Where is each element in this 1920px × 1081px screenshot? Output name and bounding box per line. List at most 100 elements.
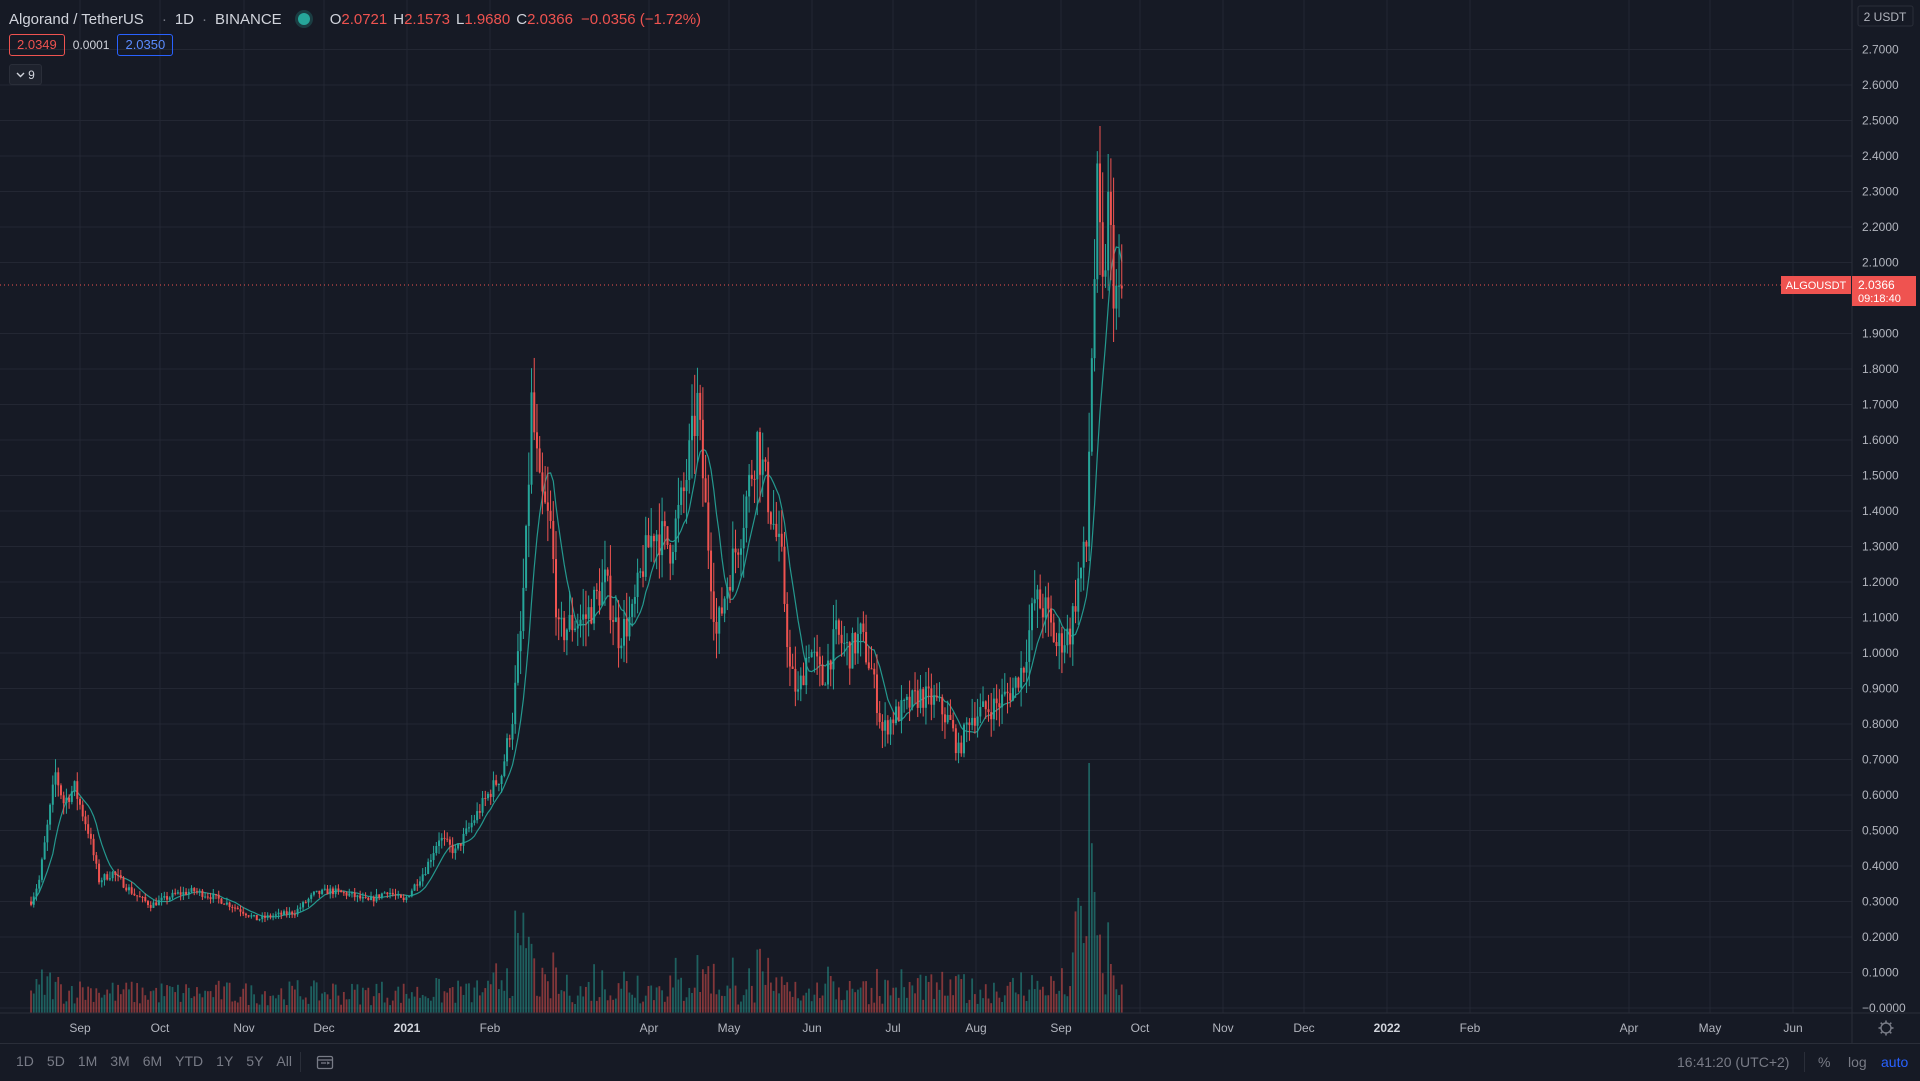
candle-body	[941, 697, 944, 715]
candle-body	[49, 804, 52, 825]
candle-body	[778, 533, 781, 537]
candle-body	[440, 837, 443, 841]
volume-bar	[797, 998, 799, 1013]
volume-bar	[827, 966, 829, 1013]
candle-body	[380, 893, 383, 898]
range-5y-button[interactable]: 5Y	[246, 1053, 264, 1069]
volume-bar	[995, 991, 998, 1013]
bid-price[interactable]: 2.0349	[9, 34, 65, 56]
candle-body	[397, 894, 400, 896]
volume-bar	[644, 995, 647, 1013]
volume-bar	[865, 981, 867, 1013]
volume-bar	[973, 994, 976, 1013]
percent-scale-toggle[interactable]: %	[1818, 1054, 1831, 1070]
auto-scale-toggle[interactable]: auto	[1881, 1054, 1909, 1070]
volume-bar	[57, 976, 60, 1013]
candle-body	[149, 905, 152, 908]
volume-bar	[236, 1002, 239, 1013]
candle-body	[326, 888, 329, 895]
range-ytd-button[interactable]: YTD	[175, 1053, 204, 1069]
volume-bar	[911, 985, 914, 1013]
candle-body	[549, 510, 552, 521]
candle-body	[84, 816, 87, 825]
candle-body	[555, 559, 557, 618]
candle-body	[70, 791, 73, 802]
candle-body	[348, 893, 351, 896]
candle-body	[144, 897, 147, 902]
range-1m-button[interactable]: 1M	[77, 1053, 98, 1069]
volume-bar	[549, 998, 552, 1013]
interval-label[interactable]: 1D	[174, 10, 194, 28]
candle-body	[100, 880, 103, 883]
volume-bar	[1047, 995, 1050, 1013]
range-5d-button[interactable]: 5D	[46, 1053, 65, 1069]
range-all-button[interactable]: All	[276, 1053, 292, 1069]
range-1d-button[interactable]: 1D	[16, 1053, 34, 1069]
candle-body	[283, 911, 285, 915]
candle-body	[1079, 567, 1082, 579]
candle-body	[236, 907, 239, 910]
volume-bar	[1022, 995, 1025, 1013]
volume-bar	[231, 1001, 234, 1013]
candle-body	[791, 666, 794, 669]
clock-label[interactable]: 16:41:20 (UTC+2)	[1677, 1054, 1790, 1070]
candle-body	[299, 907, 302, 909]
range-3m-button[interactable]: 3M	[110, 1053, 130, 1069]
volume-bar	[60, 984, 62, 1013]
candle-body	[593, 589, 596, 624]
volume-bar	[685, 997, 688, 1013]
candle-body	[1025, 661, 1028, 673]
volume-bar	[157, 1002, 160, 1013]
candle-body	[416, 884, 419, 886]
calendar-goto-icon[interactable]	[316, 1054, 334, 1070]
volume-bar	[745, 989, 748, 1013]
candle-body	[1109, 191, 1112, 225]
log-scale-toggle[interactable]: log	[1848, 1054, 1867, 1070]
volume-bar	[604, 989, 606, 1013]
range-6m-button[interactable]: 6M	[142, 1053, 163, 1069]
volume-bar	[919, 974, 922, 1013]
volume-bar	[843, 999, 846, 1013]
candle-body	[783, 546, 786, 604]
volume-bar	[576, 995, 579, 1013]
y-tick-label: 0.5000	[1862, 824, 1899, 838]
candle-body	[318, 890, 321, 894]
candle-body	[106, 874, 109, 880]
market-status-icon	[297, 13, 310, 25]
candle-body	[642, 571, 645, 577]
volume-bar	[190, 998, 193, 1013]
volume-bar	[636, 975, 639, 1013]
range-1y-button[interactable]: 1Y	[216, 1053, 234, 1069]
volume-bar	[342, 991, 345, 1013]
candle-body	[231, 906, 234, 908]
candle-body	[1107, 191, 1110, 271]
candle-body	[680, 487, 683, 505]
volume-bar	[519, 945, 522, 1013]
volume-bar	[1066, 996, 1069, 1013]
volume-bar	[413, 996, 416, 1013]
candle-body	[905, 696, 908, 701]
candle-body	[707, 502, 710, 551]
symbol-title[interactable]: Algorand / TetherUS	[9, 10, 144, 28]
price-chart[interactable]: 2 USDT 2.7000 2.6000 2.5000 2.4000 2.3000 2.20…	[0, 0, 1920, 1043]
candle-body	[992, 698, 995, 720]
candle-body	[470, 822, 473, 828]
indicators-toggle-button[interactable]: 9	[9, 64, 42, 85]
candle-body	[220, 898, 223, 904]
volume-bar	[293, 989, 296, 1013]
candle-body	[511, 724, 514, 740]
candle-body	[677, 504, 680, 519]
volume-bar	[299, 996, 302, 1013]
volume-bar	[416, 986, 419, 1013]
volume-bar	[666, 996, 669, 1013]
candle-body	[968, 722, 971, 726]
candle-body	[334, 888, 337, 895]
volume-bar	[160, 983, 163, 1013]
ask-price[interactable]: 2.0350	[117, 34, 174, 56]
candle-body	[835, 620, 838, 630]
candle-body	[799, 675, 802, 690]
candle-body	[30, 901, 33, 905]
candle-body	[848, 642, 851, 669]
candle-body	[114, 871, 117, 875]
candle-body	[1115, 285, 1118, 309]
